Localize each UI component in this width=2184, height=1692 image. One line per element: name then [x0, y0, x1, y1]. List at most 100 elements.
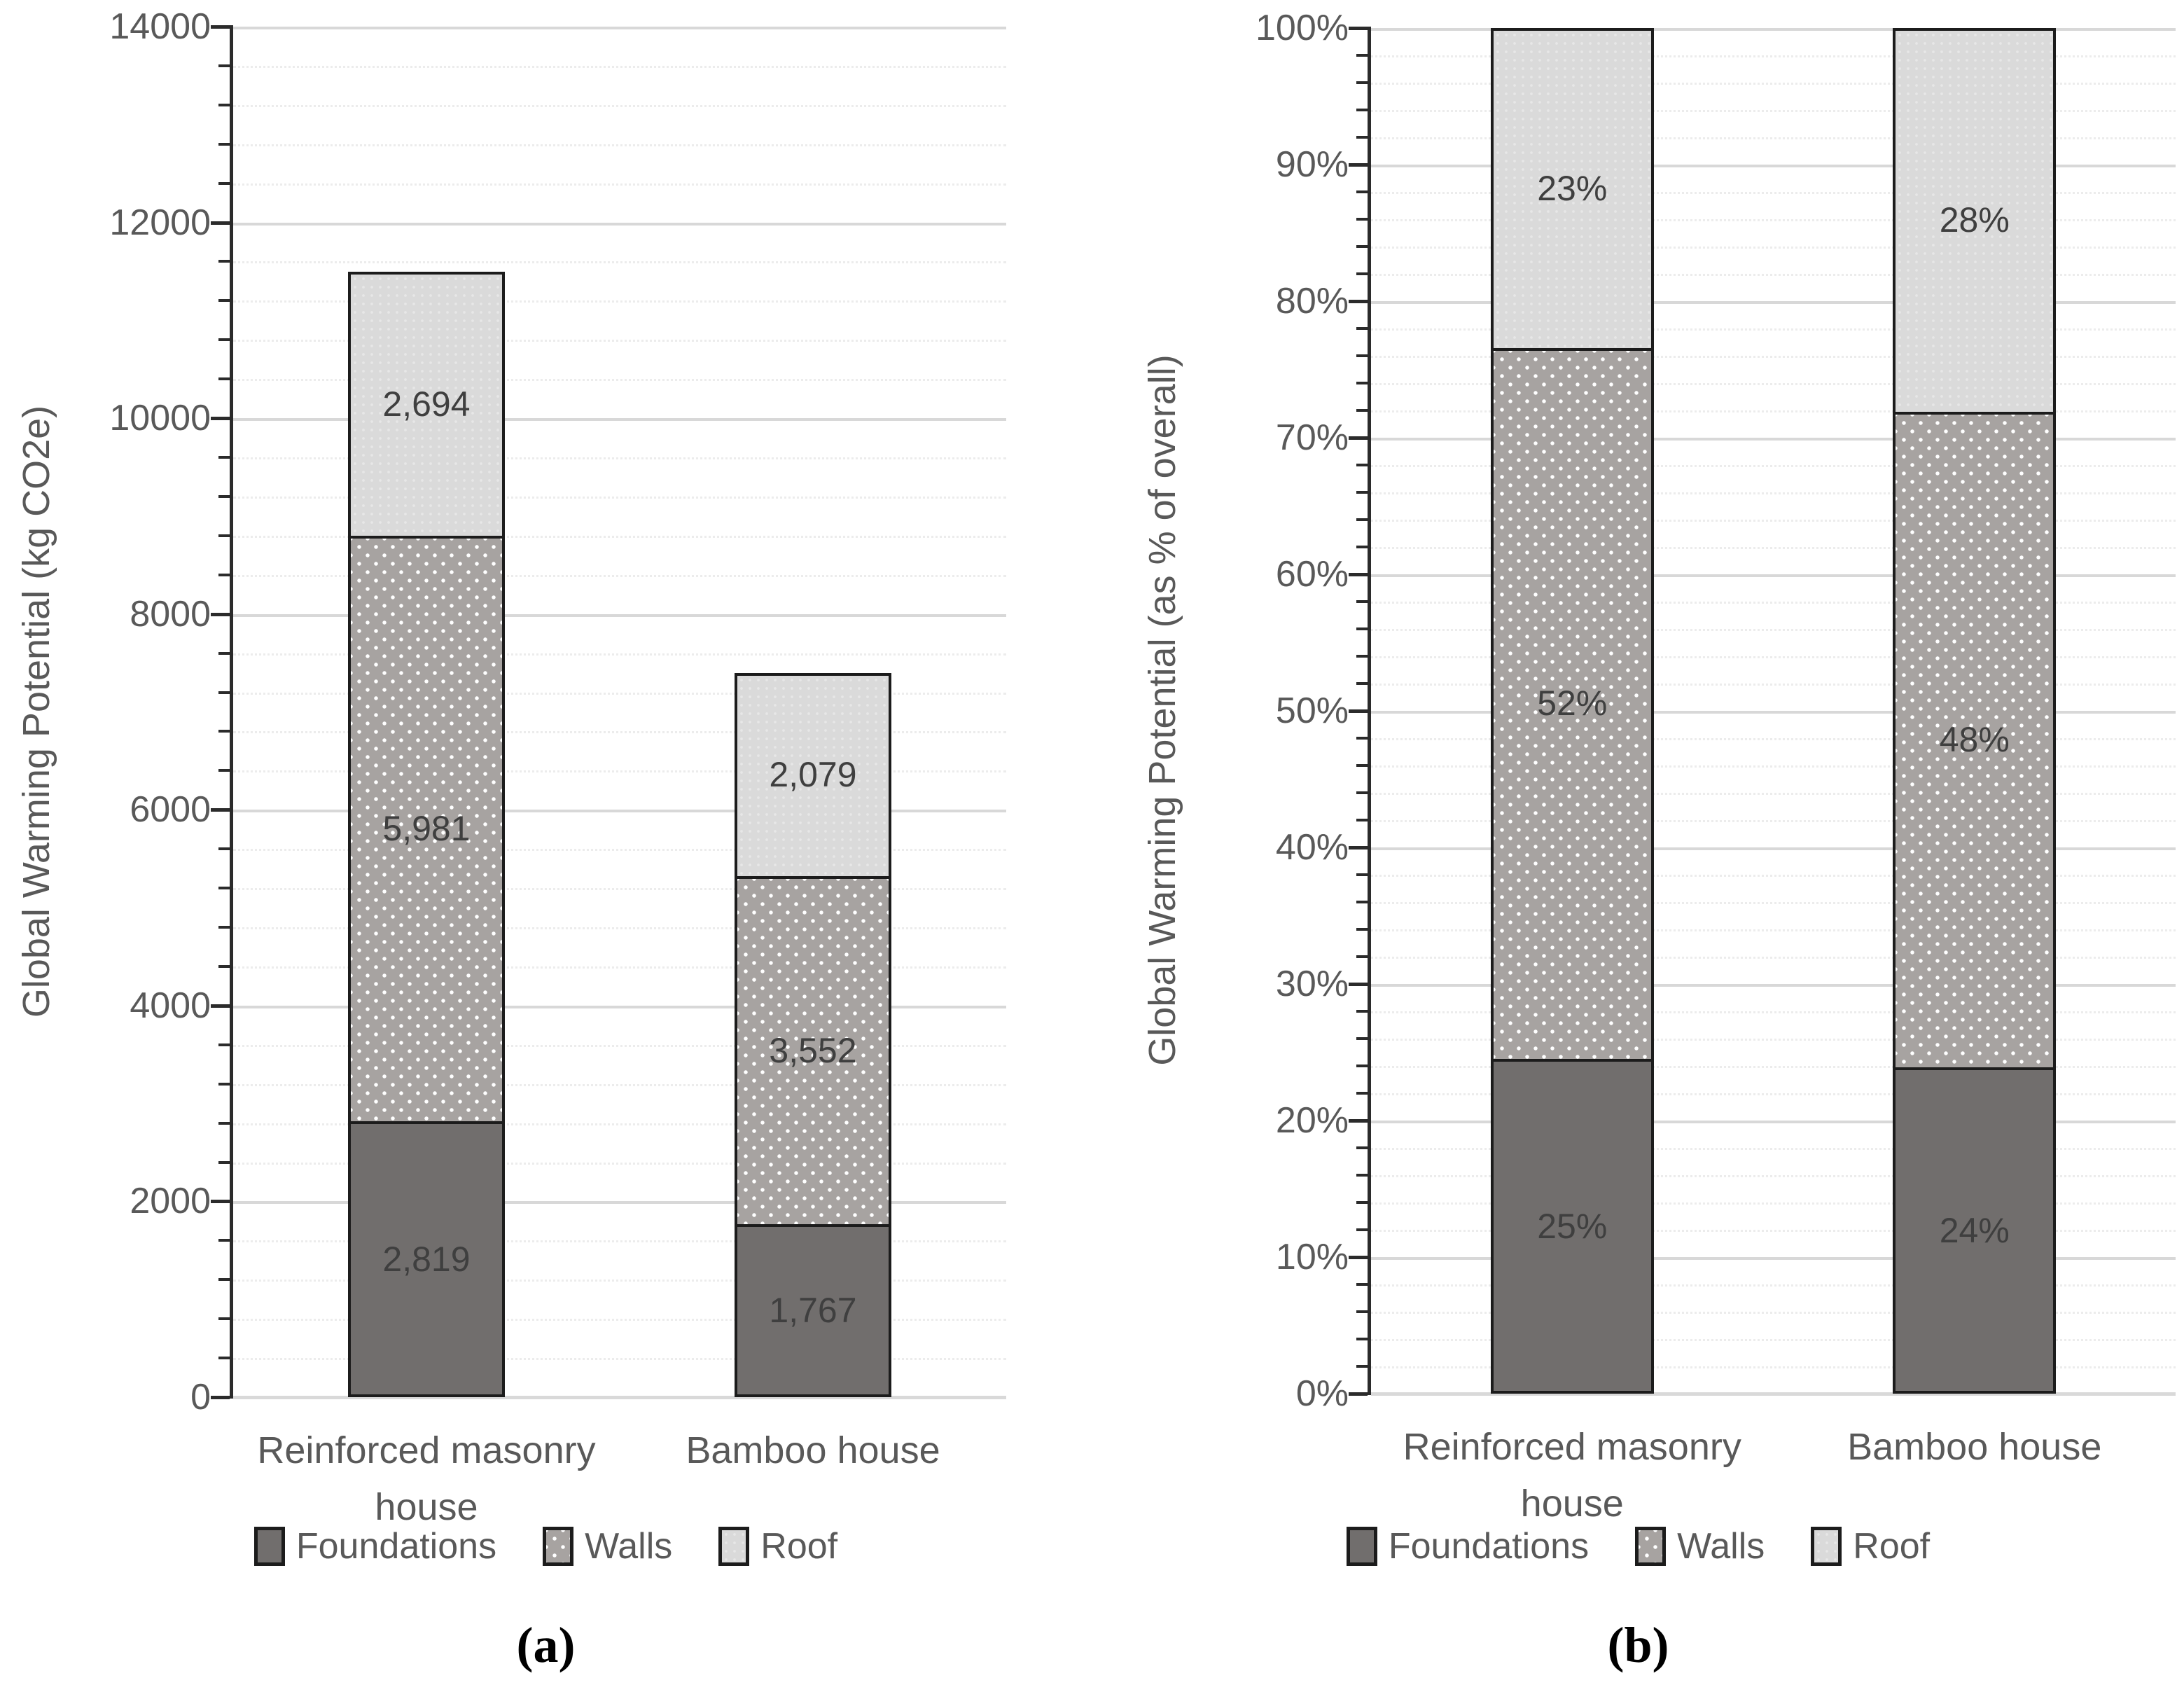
data-label: 5,981 [382, 808, 471, 848]
y-axis-tick [1356, 1010, 1368, 1013]
chart-panel-a: Global Warming Potential (kg CO2e) 2,819… [0, 6, 1092, 1673]
y-axis-tick [218, 847, 230, 851]
minor-gridline [233, 1358, 1006, 1361]
y-axis-tick [218, 1317, 230, 1321]
minor-gridline [233, 144, 1006, 146]
minor-gridline [1371, 137, 2176, 139]
major-gridline [1371, 711, 2176, 714]
legend: Foundations Walls Roof [0, 1525, 1092, 1567]
minor-gridline [233, 653, 1006, 656]
minor-gridline [1371, 684, 2176, 686]
minor-gridline [1371, 602, 2176, 604]
legend-item-foundations: Foundations [253, 1525, 496, 1567]
data-label: 1,767 [769, 1291, 857, 1331]
minor-gridline [233, 1162, 1006, 1165]
data-label: 24% [1939, 1211, 2010, 1251]
stacked-bar: 24% 48% 28% [1893, 28, 2057, 1394]
legend-label: Walls [1677, 1526, 1765, 1567]
y-axis-tick [211, 612, 230, 616]
panel-caption: (a) [516, 1617, 576, 1673]
minor-gridline [1371, 55, 2176, 57]
y-axis-tick [211, 417, 230, 421]
data-label: 2,694 [382, 384, 471, 424]
y-axis-tick [218, 494, 230, 498]
y-axis-tick [1356, 819, 1368, 821]
minor-gridline [233, 300, 1006, 303]
y-axis-tick [1356, 190, 1368, 193]
y-tick-label: 6000 [130, 789, 211, 831]
y-axis-tick [218, 534, 230, 537]
y-axis-tick [1356, 136, 1368, 139]
minor-gridline [1371, 1148, 2176, 1150]
y-tick-label: 10000 [109, 398, 211, 439]
data-label: 28% [1939, 200, 2010, 240]
y-axis-tick [1356, 764, 1368, 767]
data-label: 52% [1537, 684, 1608, 723]
y-axis-tick [1356, 901, 1368, 903]
minor-gridline [1371, 765, 2176, 768]
y-axis-tick [218, 964, 230, 968]
y-axis-tick [211, 808, 230, 812]
major-gridline [1371, 1121, 2176, 1123]
minor-gridline [233, 1280, 1006, 1282]
y-axis-tick [1356, 928, 1368, 931]
plot-area: 2,819 5,981 2,694 1,767 3,552 2,079 [233, 27, 1006, 1397]
major-gridline [1371, 574, 2176, 577]
y-axis-tick [1349, 1119, 1368, 1123]
minor-gridline [1371, 656, 2176, 658]
y-axis-tick [1356, 1283, 1368, 1286]
y-axis-tick [1356, 518, 1368, 521]
minor-gridline [1371, 328, 2176, 331]
y-axis-tick [1356, 272, 1368, 275]
minor-gridline [1371, 1175, 2176, 1177]
stacked-bar: 2,819 5,981 2,694 [347, 27, 506, 1397]
minor-gridline [1371, 1284, 2176, 1287]
category-label: Bamboo house [1847, 1426, 2102, 1468]
y-axis-tick [1356, 600, 1368, 603]
y-axis-tick [1356, 655, 1368, 658]
minor-gridline [233, 104, 1006, 107]
y-axis-tick [1356, 1174, 1368, 1177]
y-axis-tick [1356, 382, 1368, 384]
minor-gridline [1371, 492, 2176, 494]
foundations-segment [1893, 1067, 2057, 1394]
y-axis-tick [218, 769, 230, 772]
y-tick-label: 60% [1275, 554, 1349, 595]
major-gridline [233, 1201, 1006, 1205]
y-axis-tick [1356, 1037, 1368, 1040]
y-axis-tick [1356, 1146, 1368, 1149]
minor-gridline [1371, 274, 2176, 276]
x-axis-line [1371, 1392, 2176, 1396]
legend-label: Foundations [1388, 1526, 1590, 1567]
minor-gridline [1371, 247, 2176, 249]
y-axis-tick [218, 1160, 230, 1164]
y-axis-tick [218, 730, 230, 733]
y-axis-tick [218, 260, 230, 263]
data-label: 2,079 [769, 755, 857, 795]
minor-gridline [1371, 410, 2176, 412]
y-tick-label: 0% [1295, 1373, 1349, 1414]
y-axis-tick [218, 1357, 230, 1360]
y-axis-title: Global Warming Potential (kg CO2e) [15, 405, 57, 1018]
legend-label: Walls [585, 1526, 673, 1567]
y-tick-label: 14000 [109, 6, 211, 47]
minor-gridline [233, 731, 1006, 734]
y-tick-label: 90% [1275, 144, 1349, 185]
legend-swatch-roof [1811, 1527, 1842, 1566]
plot-area: 25% 52% 23% 24% 48% 28% [1371, 28, 2176, 1394]
legend-swatch-roof [718, 1527, 750, 1566]
minor-gridline [1371, 547, 2176, 549]
y-axis-tick [1356, 1092, 1368, 1095]
minor-gridline [233, 692, 1006, 695]
roof-segment [1893, 28, 2057, 415]
y-axis-tick [218, 573, 230, 576]
minor-gridline [233, 849, 1006, 852]
y-axis-tick [211, 25, 230, 29]
legend: Foundations Walls Roof [1092, 1525, 2184, 1567]
major-gridline [1371, 984, 2176, 987]
major-gridline [233, 810, 1006, 813]
y-axis-tick [1349, 27, 1368, 30]
minor-gridline [233, 535, 1006, 538]
y-axis-tick [218, 1121, 230, 1125]
y-axis-tick [218, 887, 230, 890]
